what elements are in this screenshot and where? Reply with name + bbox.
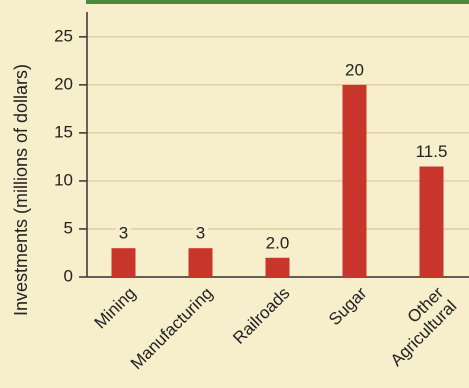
bar (111, 248, 136, 277)
bar (265, 257, 290, 277)
y-tick-label: 5 (64, 218, 73, 237)
y-tick-label: 25 (54, 26, 73, 45)
value-label: 3 (196, 224, 205, 243)
value-label-bg (115, 223, 132, 243)
y-tick-label: 0 (64, 266, 73, 285)
bar (419, 166, 444, 277)
value-label-bg (412, 142, 451, 162)
value-label: 2.0 (266, 233, 290, 252)
y-axis-label: Investments (millions of dollars) (11, 64, 31, 316)
value-label-bg (342, 60, 367, 80)
bar (188, 248, 213, 277)
value-label: 3 (119, 224, 128, 243)
value-label: 11.5 (416, 142, 448, 161)
value-label: 20 (345, 60, 364, 79)
value-label-bg (262, 233, 293, 253)
y-tick-label: 20 (54, 74, 73, 93)
y-tick-label: 10 (54, 170, 73, 189)
top-strip (86, 0, 469, 4)
value-label-bg (192, 223, 209, 243)
y-tick-label: 15 (54, 122, 73, 141)
bar (342, 84, 367, 277)
